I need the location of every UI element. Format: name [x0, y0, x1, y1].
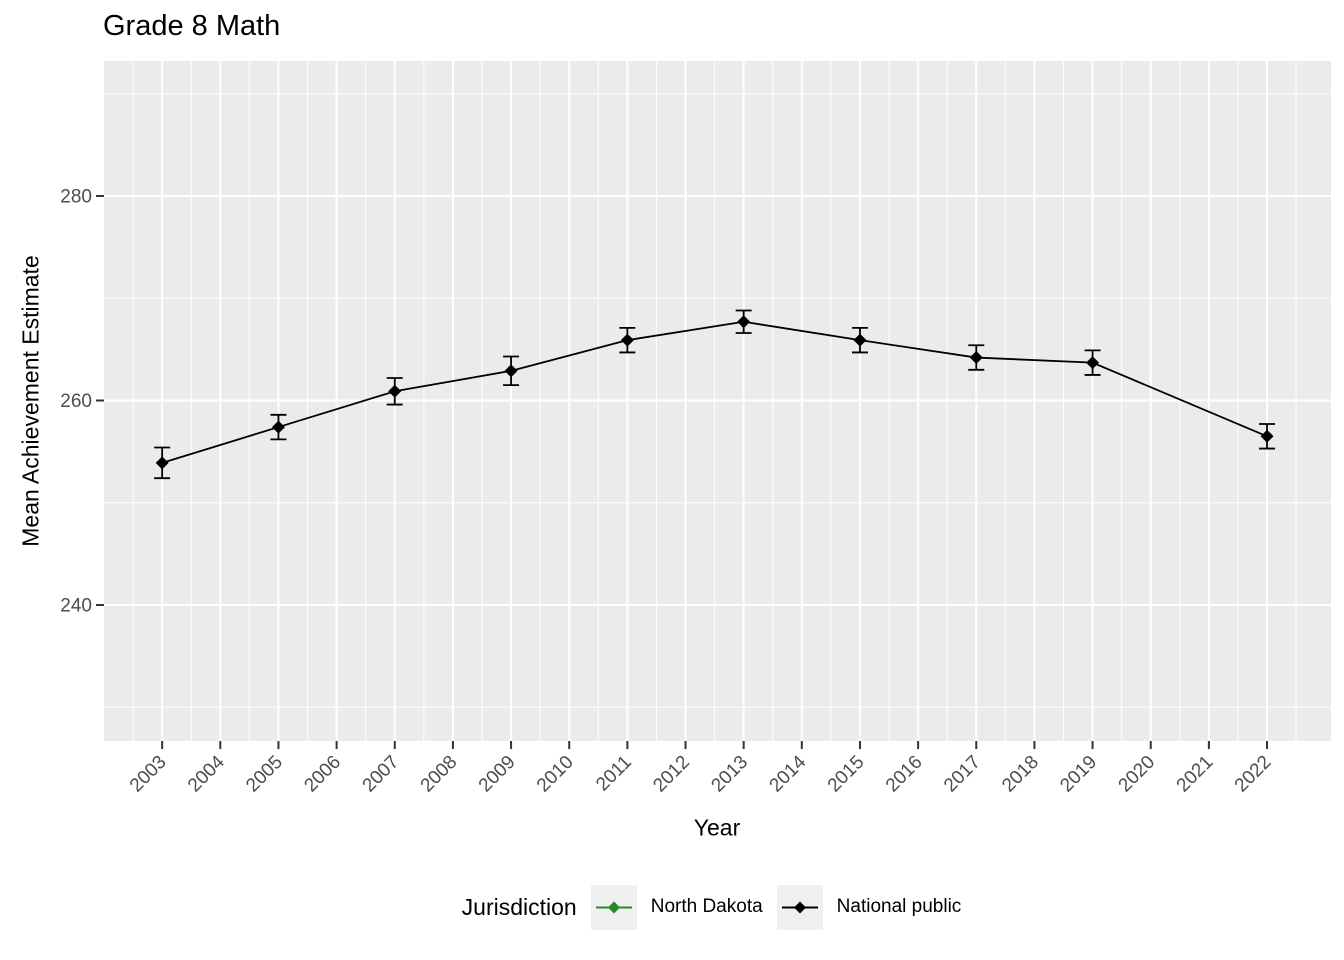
y-tick-label: 240 — [60, 596, 92, 617]
legend: Jurisdiction North Dakota National publi… — [104, 883, 1333, 931]
x-tick-label: 2009 — [475, 752, 520, 797]
x-tick-label: 2012 — [649, 752, 694, 797]
y-tick-label: 280 — [60, 186, 92, 207]
x-tick-label: 2010 — [533, 752, 578, 797]
legend-item-national-public: National public — [776, 884, 962, 930]
x-tick-label: 2008 — [417, 752, 462, 797]
x-tick-label: 2014 — [766, 751, 811, 796]
x-tick-label: 2003 — [126, 752, 171, 797]
x-tick-label: 2013 — [707, 752, 752, 797]
plot-area: 240 260 280 2003 2004 2005 2006 2007 2008 2009 201… — [60, 61, 1331, 797]
data-point-national-public — [1086, 356, 1100, 370]
data-point-national-public — [620, 333, 634, 347]
y-tick-label: 260 — [60, 391, 92, 412]
x-tick-label: 2020 — [1115, 752, 1160, 797]
y-axis-title: Mean Achievement Estimate — [17, 255, 44, 547]
legend-key-national-public-icon — [776, 884, 823, 930]
data-point-national-public — [271, 420, 285, 434]
data-point-national-public — [155, 456, 169, 470]
series-line-national-public — [161, 320, 1268, 464]
legend-label-national-public: National public — [836, 896, 962, 917]
x-axis-title: Year — [693, 814, 741, 841]
legend-key-north-dakota-icon — [590, 884, 637, 930]
x-tick-label: 2015 — [824, 752, 869, 797]
x-tick-label: 2021 — [1173, 752, 1218, 797]
data-point-national-public — [504, 364, 518, 378]
data-point-national-public — [969, 351, 983, 365]
x-tick-label: 2011 — [592, 752, 636, 796]
x-tick-label: 2017 — [940, 752, 985, 797]
data-point-national-public — [388, 384, 402, 398]
x-tick-label: 2018 — [998, 752, 1043, 797]
data-point-national-public — [737, 315, 751, 329]
data-point-national-public — [853, 333, 867, 347]
x-tick-label: 2005 — [242, 752, 287, 797]
x-tick-label: 2007 — [359, 752, 404, 797]
chart-title: Grade 8 Math — [103, 10, 281, 42]
x-tick-label: 2022 — [1231, 752, 1276, 797]
x-tick-label: 2006 — [300, 752, 345, 797]
x-tick-label: 2016 — [882, 752, 927, 797]
legend-title: Jurisdiction — [461, 893, 577, 920]
legend-label-north-dakota: North Dakota — [650, 896, 763, 917]
legend-item-north-dakota: North Dakota — [590, 884, 763, 930]
x-tick-label: 2004 — [184, 751, 229, 796]
x-tick-label: 2019 — [1056, 752, 1101, 797]
data-point-national-public — [1260, 429, 1274, 443]
